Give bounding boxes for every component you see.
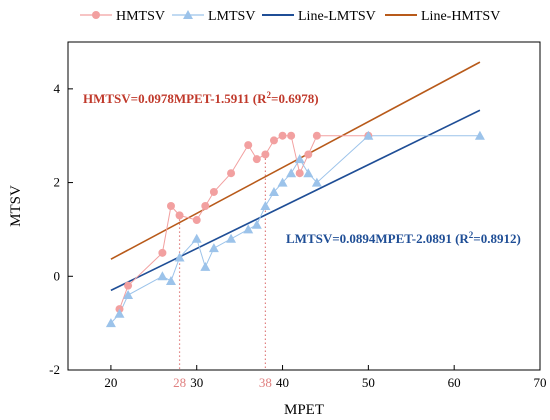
marker-lines: 28 38 [173, 154, 272, 390]
lmtsv-point [311, 177, 322, 187]
lmtsv-point [251, 219, 262, 229]
hmtsv-point [312, 131, 321, 140]
legend-hmtsv-marker [92, 11, 100, 19]
hmtsv-point [175, 211, 184, 220]
lmtsv-point [191, 233, 202, 243]
hmtsv-point [124, 281, 133, 290]
hmtsv-equation: HMTSV=0.0978MPET-1.5911 (R2=0.6978) [83, 90, 319, 106]
y-tick-label-2: 2 [54, 175, 61, 190]
fit-line-lmtsv [110, 109, 481, 292]
x-tick-label-70: 70 [534, 375, 547, 390]
x-tick-label-60: 60 [448, 375, 461, 390]
lmtsv-point [260, 201, 271, 210]
x-axis-title: MPET [284, 402, 324, 418]
lmtsv-equation-main: LMTSV=0.0894MPET-2.0891 (R [286, 231, 469, 246]
lmtsv-point [114, 308, 125, 318]
hmtsv-point [201, 202, 210, 210]
lmtsv-point [165, 275, 176, 285]
x-tick-label-40: 40 [276, 375, 289, 390]
hmtsv-point [244, 141, 253, 150]
hmtsv-point [166, 202, 175, 210]
lmtsv-point [208, 243, 219, 253]
lmtsv-point [277, 177, 288, 187]
hmtsv-equation-tail: =0.6978) [271, 91, 319, 106]
lmtsv-point [105, 318, 116, 328]
y-axis-title: MTSV [8, 185, 24, 227]
legend: HMTSV LMTSV Line-LMTSV Line-HMTSV [80, 9, 500, 24]
legend-lmtsv-label: LMTSV [208, 9, 255, 24]
hmtsv-point [209, 187, 218, 196]
fit-lines [110, 61, 481, 292]
hmtsv-point [252, 155, 261, 164]
hmtsv-point [278, 131, 287, 140]
series-lines [110, 135, 480, 324]
hmtsv-equation-sup: 2 [267, 90, 272, 100]
x-tick-label-30: 30 [190, 375, 203, 390]
fit-line-hmtsv [110, 61, 481, 260]
plot-frame [67, 41, 541, 371]
hmtsv-point [304, 150, 313, 159]
lmtsv-point [363, 130, 374, 140]
hmtsv-point [295, 169, 304, 178]
marker-label-38: 38 [259, 375, 272, 390]
lmtsv-point [268, 186, 279, 196]
lmtsv-point [174, 252, 185, 262]
lmtsv-point [474, 130, 485, 140]
lmtsv-point [226, 233, 237, 243]
x-tick-label-20: 20 [104, 375, 117, 390]
lmtsv-point [243, 224, 254, 234]
lmtsv-point [294, 154, 305, 164]
lmtsv-point [200, 261, 211, 271]
lmtsv-point [123, 290, 134, 300]
lmtsv-equation-tail: =0.8912) [473, 231, 521, 246]
legend-line-hmtsv-label: Line-HMTSV [421, 9, 500, 24]
hmtsv-point [158, 248, 167, 257]
hmtsv-equation-main: HMTSV=0.0978MPET-1.5911 (R [83, 91, 267, 106]
hmtsv-point [227, 169, 236, 178]
lmtsv-point [286, 168, 297, 178]
series-points [105, 130, 485, 328]
hmtsv-point [287, 131, 296, 140]
y-tick-label-4: 4 [54, 81, 61, 96]
y-tick-label-0: 0 [54, 268, 61, 283]
hmtsv-point [261, 150, 270, 159]
legend-line-lmtsv-label: Line-LMTSV [298, 9, 376, 24]
x-tick-label-50: 50 [362, 375, 375, 390]
marker-label-28: 28 [173, 375, 186, 390]
lmtsv-equation-sup: 2 [469, 230, 474, 240]
hmtsv-point [192, 216, 201, 225]
legend-hmtsv-label: HMTSV [116, 9, 165, 24]
y-tick-label--2: -2 [49, 362, 60, 377]
hmtsv-point [269, 136, 278, 145]
legend-lmtsv-marker [183, 10, 193, 19]
lmtsv-equation: LMTSV=0.0894MPET-2.0891 (R2=0.8912) [286, 230, 521, 246]
lmtsv-point [303, 168, 314, 178]
hmtsv-line [119, 135, 369, 310]
lmtsv-point [157, 271, 168, 281]
axis-ticks: 20 30 40 50 60 70 -2 0 2 4 [49, 81, 546, 390]
